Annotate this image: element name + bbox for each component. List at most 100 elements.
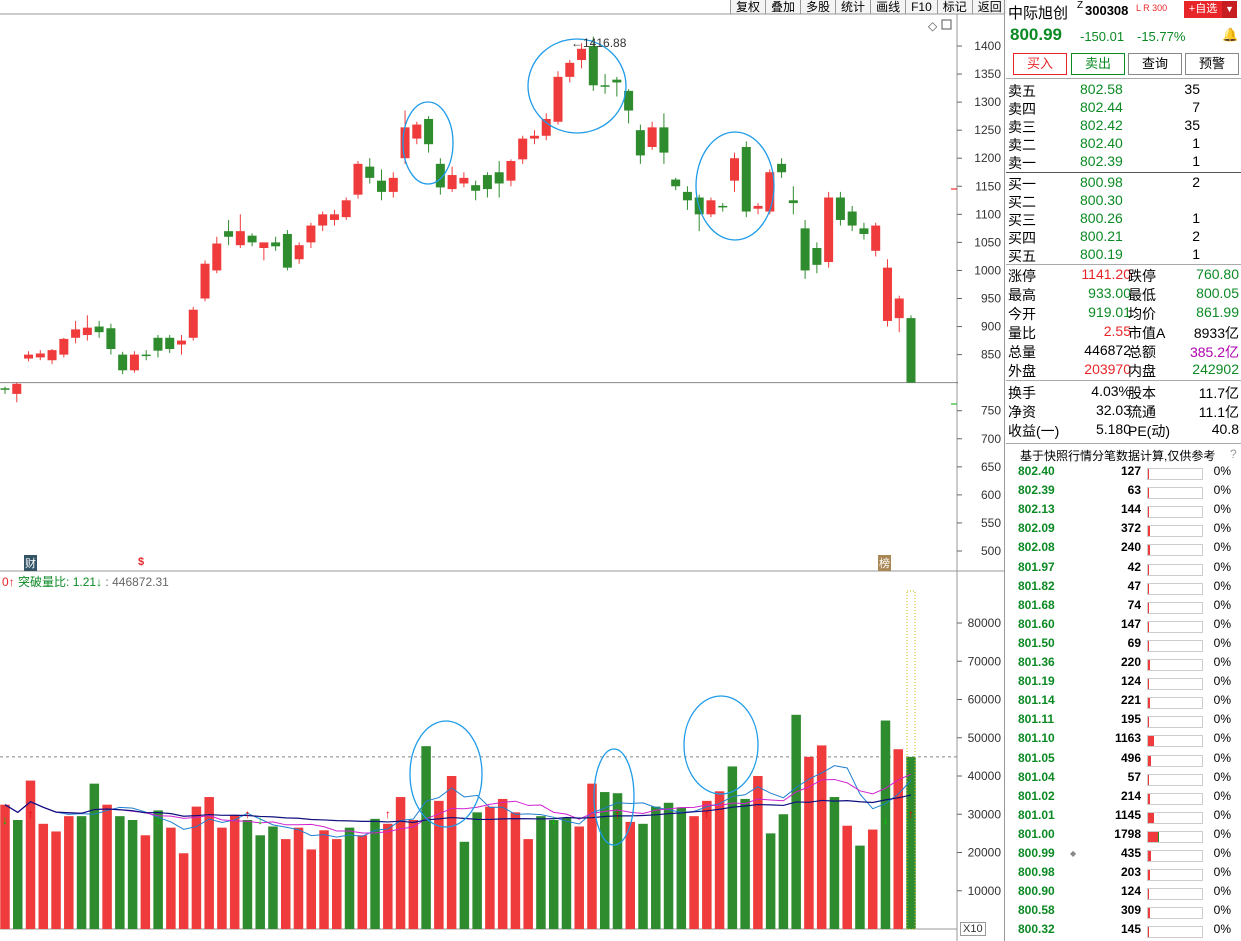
watchlist-dropdown-icon[interactable]: ▼ xyxy=(1222,1,1237,18)
ask-row[interactable]: 卖三 802.42 35 xyxy=(1008,117,1238,135)
alert-button[interactable]: 预警 xyxy=(1185,53,1239,75)
tick-row[interactable]: 801.11 195 0% xyxy=(1008,712,1239,731)
buy-button[interactable]: 买入 xyxy=(1013,53,1067,75)
candle-body xyxy=(176,340,186,345)
tick-row[interactable]: 801.19 124 0% xyxy=(1008,674,1239,693)
candle-body xyxy=(882,267,892,321)
bid-row[interactable]: 买一 800.98 2 xyxy=(1008,174,1238,192)
ask-row[interactable]: 卖四 802.44 7 xyxy=(1008,99,1238,117)
candle-body xyxy=(565,62,575,77)
kline-chart[interactable]: 1400 1350 1300 1250 1200 1150 1100 1050 1000 950 9… xyxy=(0,0,1004,941)
candle-body xyxy=(329,214,339,220)
bid-row[interactable]: 买四 800.21 2 xyxy=(1008,228,1238,246)
tick-row[interactable]: 801.10 1163 0% xyxy=(1008,731,1239,750)
tick-price: 801.00 xyxy=(1018,826,1055,841)
volume-bar xyxy=(791,714,801,929)
tick-row[interactable]: 800.90 124 0% xyxy=(1008,884,1239,903)
toolbar-fanhui[interactable]: 返回 xyxy=(971,0,1007,14)
stat-value: 203970 xyxy=(1084,361,1131,377)
toolbar-duogu[interactable]: 多股 xyxy=(800,0,836,14)
candle-body xyxy=(577,48,587,61)
tick-row[interactable]: 801.01 1145 0% xyxy=(1008,808,1239,827)
tick-row[interactable]: 801.02 214 0% xyxy=(1008,789,1239,808)
candle-body xyxy=(894,298,904,319)
volume-ma5-line xyxy=(4,765,912,838)
bid-row[interactable]: 买五 800.19 1 xyxy=(1008,246,1238,264)
panel-divider xyxy=(1004,0,1005,941)
toolbar-biaoji[interactable]: 标记 xyxy=(936,0,972,14)
sell-button[interactable]: 卖出 xyxy=(1071,53,1125,75)
volume-tick-label: 20000 xyxy=(968,846,1002,860)
volume-bar xyxy=(842,825,852,929)
tick-row[interactable]: 800.58 309 0% xyxy=(1008,903,1239,922)
tick-row[interactable]: 801.05 496 0% xyxy=(1008,751,1239,770)
level-volume: 2 xyxy=(1192,228,1200,244)
annotation-ellipse xyxy=(593,748,635,846)
ask-row[interactable]: 卖二 802.40 1 xyxy=(1008,135,1238,153)
tick-volume: 69 xyxy=(1127,635,1141,650)
bid-row[interactable]: 买二 800.30 xyxy=(1008,192,1238,210)
volume-bar xyxy=(778,814,789,929)
toolbar-huaxian[interactable]: 画线 xyxy=(870,0,906,14)
tick-row[interactable]: 802.08 240 0% xyxy=(1008,540,1239,559)
tick-note-help-icon[interactable]: ? xyxy=(1230,447,1237,461)
volume-bar xyxy=(153,810,163,929)
tick-price: 801.68 xyxy=(1018,597,1055,612)
add-watchlist-button[interactable]: +自选 xyxy=(1184,1,1222,18)
tick-ratio-bar xyxy=(1147,506,1203,519)
ranking-marker[interactable]: 榜 xyxy=(878,555,891,571)
tick-pct: 0% xyxy=(1213,750,1231,765)
candle-body xyxy=(212,243,222,271)
volume-bar xyxy=(332,839,342,929)
tick-row[interactable]: 801.68 74 0% xyxy=(1008,598,1239,617)
signal-arrow: ↓ xyxy=(2,813,8,827)
stock-name: 中际旭创 xyxy=(1008,5,1069,22)
tick-row[interactable]: 800.99 ◆ 435 0% xyxy=(1008,846,1239,865)
tick-row[interactable]: 801.36 220 0% xyxy=(1008,655,1239,674)
tick-row[interactable]: 800.98 203 0% xyxy=(1008,865,1239,884)
toolbar-tongji[interactable]: 统计 xyxy=(835,0,871,14)
tick-ratio-buy xyxy=(1148,564,1149,575)
bid-row[interactable]: 买三 800.26 1 xyxy=(1008,210,1238,228)
candle-body xyxy=(741,147,751,212)
volume-bar xyxy=(395,797,406,929)
tick-row[interactable]: 802.40 127 0% xyxy=(1008,464,1239,483)
tick-pct: 0% xyxy=(1213,483,1231,498)
tick-volume: 63 xyxy=(1127,483,1141,498)
level-label: 买一 xyxy=(1008,176,1036,192)
dividend-marker[interactable]: $ xyxy=(138,556,145,568)
toolbar-f10[interactable]: F10 xyxy=(905,0,937,14)
stat-label: 股本 xyxy=(1128,385,1156,401)
tick-row[interactable]: 801.97 42 0% xyxy=(1008,560,1239,579)
tick-row[interactable]: 801.14 221 0% xyxy=(1008,693,1239,712)
ask-row[interactable]: 卖一 802.39 1 xyxy=(1008,153,1238,171)
tick-ratio-bar xyxy=(1147,468,1203,480)
current-price-tag-bg xyxy=(958,376,1002,389)
finance-marker[interactable]: 财 xyxy=(24,555,37,571)
tick-row[interactable]: 800.32 145 0% xyxy=(1008,922,1239,941)
candle-body xyxy=(459,177,469,184)
toolbar-fuquan[interactable]: 复权 xyxy=(730,0,766,14)
ask-row[interactable]: 卖五 802.58 35 xyxy=(1008,81,1238,99)
tick-row[interactable]: 801.00 1798 0% xyxy=(1008,827,1239,846)
toolbar-diejia[interactable]: 叠加 xyxy=(765,0,801,14)
candle-body xyxy=(224,231,234,237)
volume-bar xyxy=(816,745,827,929)
bell-icon[interactable]: 🔔 xyxy=(1222,27,1239,42)
tick-ratio-bar xyxy=(1147,601,1203,614)
price-change-pct: -15.77% xyxy=(1137,29,1186,44)
tick-ratio-buy xyxy=(1148,927,1150,938)
query-button[interactable]: 查询 xyxy=(1128,53,1182,75)
tick-row[interactable]: 802.39 63 0% xyxy=(1008,483,1239,502)
tick-row[interactable]: 801.04 57 0% xyxy=(1008,770,1239,789)
tick-row[interactable]: 801.82 47 0% xyxy=(1008,579,1239,598)
tick-row[interactable]: 801.60 147 0% xyxy=(1008,617,1239,636)
volume-bar xyxy=(383,823,393,929)
tick-row[interactable]: 801.50 69 0% xyxy=(1008,636,1239,655)
tick-price: 802.09 xyxy=(1018,521,1055,536)
tick-row[interactable]: 802.09 372 0% xyxy=(1008,521,1239,540)
tick-row[interactable]: 802.13 144 0% xyxy=(1008,502,1239,521)
tick-volume: 147 xyxy=(1120,616,1141,631)
volume-bar xyxy=(217,827,227,929)
tick-volume: 240 xyxy=(1120,540,1141,555)
